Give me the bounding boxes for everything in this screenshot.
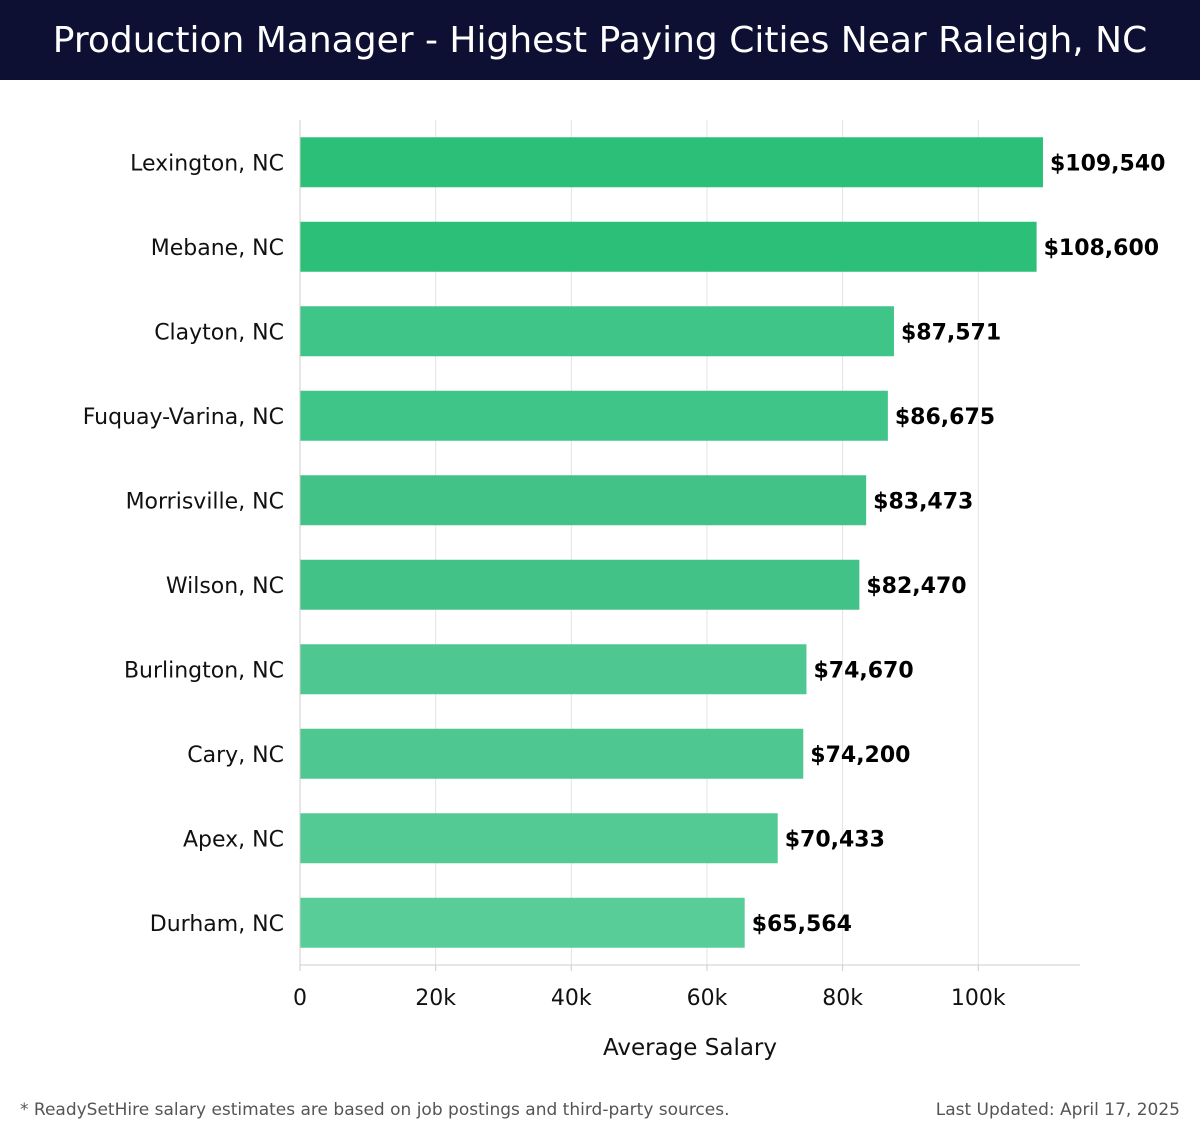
bar	[300, 728, 804, 779]
x-axis-title: Average Salary	[603, 1035, 777, 1061]
x-tick-label: 80k	[822, 986, 863, 1011]
bar	[300, 390, 888, 441]
value-label: $86,675	[895, 405, 995, 430]
value-label: $65,564	[752, 912, 852, 937]
x-tick-label: 40k	[551, 986, 592, 1011]
bar	[300, 559, 860, 610]
value-label: $109,540	[1050, 151, 1166, 176]
category-label: Cary, NC	[187, 743, 284, 768]
category-label: Lexington, NC	[130, 151, 284, 176]
category-label: Durham, NC	[150, 912, 284, 937]
labels: Lexington, NC $109,540 Mebane, NC $108,600 C…	[83, 151, 1166, 937]
bars	[300, 137, 1043, 948]
value-label: $74,670	[813, 658, 913, 683]
value-label: $83,473	[873, 489, 973, 514]
bar	[300, 897, 745, 948]
value-label: $70,433	[785, 827, 885, 852]
x-tick-label: 20k	[415, 986, 456, 1011]
bar	[300, 137, 1043, 188]
bar	[300, 306, 894, 357]
header-banner: Production Manager - Highest Paying Citi…	[0, 0, 1200, 80]
bar	[300, 475, 867, 526]
salary-bar-chart: Lexington, NC $109,540 Mebane, NC $108,600 C…	[83, 120, 1166, 1061]
last-updated: Last Updated: April 17, 2025	[935, 1100, 1180, 1120]
chart-title: Production Manager - Highest Paying Citi…	[52, 19, 1148, 61]
category-label: Wilson, NC	[166, 574, 284, 599]
category-label: Mebane, NC	[151, 236, 284, 261]
x-tick-label: 60k	[687, 986, 728, 1011]
category-label: Clayton, NC	[154, 320, 284, 345]
bar	[300, 221, 1037, 272]
value-label: $108,600	[1044, 236, 1160, 261]
bar	[300, 813, 778, 864]
value-label: $87,571	[901, 320, 1001, 345]
x-tick-label: 100k	[951, 986, 1006, 1011]
category-label: Fuquay-Varina, NC	[83, 405, 284, 430]
x-axis: 0 20k 40k 60k 80k 100k Average Salary	[293, 120, 1080, 1061]
value-label: $74,200	[810, 743, 910, 768]
category-label: Burlington, NC	[124, 658, 284, 683]
footer-note: * ReadySetHire salary estimates are base…	[20, 1100, 730, 1120]
value-label: $82,470	[866, 574, 966, 599]
category-label: Apex, NC	[183, 827, 284, 852]
x-tick-label: 0	[293, 986, 307, 1011]
bar	[300, 644, 807, 695]
category-label: Morrisville, NC	[126, 489, 284, 514]
